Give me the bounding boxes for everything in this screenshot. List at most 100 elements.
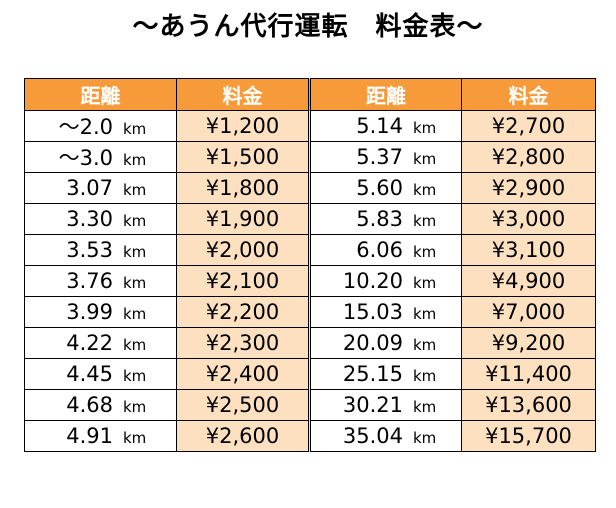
distance-value: 10.20 <box>342 269 403 293</box>
table-row: 3.53 km ¥2,000 6.06 km ¥3,100 <box>24 234 596 266</box>
distance-cell: 4.68 km <box>24 389 177 421</box>
fare-cell: ¥11,400 <box>461 358 596 390</box>
distance-unit: km <box>413 181 437 199</box>
table-row: 4.91 km ¥2,600 35.04 km ¥15,700 <box>24 420 596 452</box>
distance-cell: 5.37 km <box>308 141 462 173</box>
distance-cell: 3.30 km <box>24 203 177 235</box>
distance-cell: 35.04 km <box>308 420 462 452</box>
fare-cell: ¥2,500 <box>176 389 310 421</box>
distance-cell: 30.21 km <box>308 389 462 421</box>
distance-unit: km <box>413 429 437 447</box>
distance-value: ～3.0 <box>58 146 113 170</box>
distance-unit: km <box>413 367 437 385</box>
fare-cell: ¥9,200 <box>461 327 596 359</box>
distance-cell: 5.60 km <box>308 172 462 204</box>
table-row: 4.68 km ¥2,500 30.21 km ¥13,600 <box>24 389 596 421</box>
distance-unit: km <box>413 150 437 168</box>
distance-cell: 3.99 km <box>24 296 177 328</box>
distance-unit: km <box>413 305 437 323</box>
header-row: 距離 料金 距離 料金 <box>24 78 596 111</box>
fare-cell: ¥4,900 <box>461 265 596 297</box>
distance-value: 4.45 <box>66 362 113 386</box>
fare-cell: ¥1,800 <box>176 172 310 204</box>
distance-value: 5.37 <box>356 145 403 169</box>
distance-unit: km <box>123 274 147 292</box>
distance-cell: 20.09 km <box>308 327 462 359</box>
distance-unit: km <box>413 274 437 292</box>
distance-value: 4.91 <box>66 424 113 448</box>
distance-cell: 4.91 km <box>24 420 177 452</box>
distance-unit: km <box>123 429 147 447</box>
fare-table: 距離 料金 距離 料金 ～2.0 km ¥1,200 5.14 km ¥2,700 ～3.0… <box>24 78 596 452</box>
distance-value: 4.22 <box>66 331 113 355</box>
distance-cell: 4.22 km <box>24 327 177 359</box>
fare-cell: ¥1,900 <box>176 203 310 235</box>
fare-cell: ¥1,500 <box>176 141 310 173</box>
fare-header: 料金 <box>461 78 596 111</box>
fare-cell: ¥3,000 <box>461 203 596 235</box>
distance-unit: km <box>123 181 147 199</box>
distance-value: 3.99 <box>66 300 113 324</box>
fare-cell: ¥2,200 <box>176 296 310 328</box>
distance-unit: km <box>413 119 437 137</box>
fare-cell: ¥1,200 <box>176 110 310 142</box>
distance-unit: km <box>123 336 147 354</box>
distance-unit: km <box>123 212 147 230</box>
table-row: 4.22 km ¥2,300 20.09 km ¥9,200 <box>24 327 596 359</box>
distance-value: 25.15 <box>342 362 403 386</box>
distance-unit: km <box>123 243 147 261</box>
table-row: 3.07 km ¥1,800 5.60 km ¥2,900 <box>24 172 596 204</box>
distance-cell: 5.83 km <box>308 203 462 235</box>
distance-cell: ～3.0 km <box>24 141 177 173</box>
distance-unit: km <box>413 398 437 416</box>
distance-value: 5.60 <box>356 176 403 200</box>
distance-cell: 3.76 km <box>24 265 177 297</box>
distance-header: 距離 <box>308 78 462 111</box>
distance-unit: km <box>413 336 437 354</box>
distance-value: 30.21 <box>342 393 403 417</box>
table-row: ～3.0 km ¥1,500 5.37 km ¥2,800 <box>24 141 596 173</box>
page-title: ～あうん代行運転 料金表～ <box>132 12 484 42</box>
fare-cell: ¥2,400 <box>176 358 310 390</box>
table-row: 3.99 km ¥2,200 15.03 km ¥7,000 <box>24 296 596 328</box>
distance-value: 5.83 <box>356 207 403 231</box>
fare-cell: ¥2,700 <box>461 110 596 142</box>
fare-cell: ¥2,900 <box>461 172 596 204</box>
distance-cell: 6.06 km <box>308 234 462 266</box>
distance-unit: km <box>123 398 147 416</box>
fare-cell: ¥13,600 <box>461 389 596 421</box>
distance-value: 15.03 <box>342 300 403 324</box>
distance-value: 35.04 <box>342 424 403 448</box>
fare-cell: ¥7,000 <box>461 296 596 328</box>
distance-cell: 3.07 km <box>24 172 177 204</box>
fare-cell: ¥2,100 <box>176 265 310 297</box>
distance-cell: 10.20 km <box>308 265 462 297</box>
table-row: 3.76 km ¥2,100 10.20 km ¥4,900 <box>24 265 596 297</box>
table-row: 3.30 km ¥1,900 5.83 km ¥3,000 <box>24 203 596 235</box>
distance-value: 3.53 <box>66 238 113 262</box>
distance-cell: 3.53 km <box>24 234 177 266</box>
distance-unit: km <box>413 212 437 230</box>
fare-cell: ¥2,800 <box>461 141 596 173</box>
distance-cell: 4.45 km <box>24 358 177 390</box>
distance-value: 3.30 <box>66 207 113 231</box>
distance-value: 6.06 <box>356 238 403 262</box>
distance-cell: ～2.0 km <box>24 110 177 142</box>
distance-value: ～2.0 <box>58 115 113 139</box>
fare-header: 料金 <box>176 78 310 111</box>
distance-cell: 15.03 km <box>308 296 462 328</box>
distance-unit: km <box>123 120 147 138</box>
distance-unit: km <box>123 305 147 323</box>
table-row: ～2.0 km ¥1,200 5.14 km ¥2,700 <box>24 110 596 142</box>
distance-unit: km <box>413 243 437 261</box>
distance-value: 3.76 <box>66 269 113 293</box>
distance-value: 20.09 <box>342 331 403 355</box>
fare-cell: ¥2,600 <box>176 420 310 452</box>
fare-cell: ¥15,700 <box>461 420 596 452</box>
table-row: 4.45 km ¥2,400 25.15 km ¥11,400 <box>24 358 596 390</box>
distance-value: 5.14 <box>356 114 403 138</box>
distance-cell: 25.15 km <box>308 358 462 390</box>
distance-header: 距離 <box>24 78 177 111</box>
distance-unit: km <box>123 367 147 385</box>
distance-cell: 5.14 km <box>308 110 462 142</box>
